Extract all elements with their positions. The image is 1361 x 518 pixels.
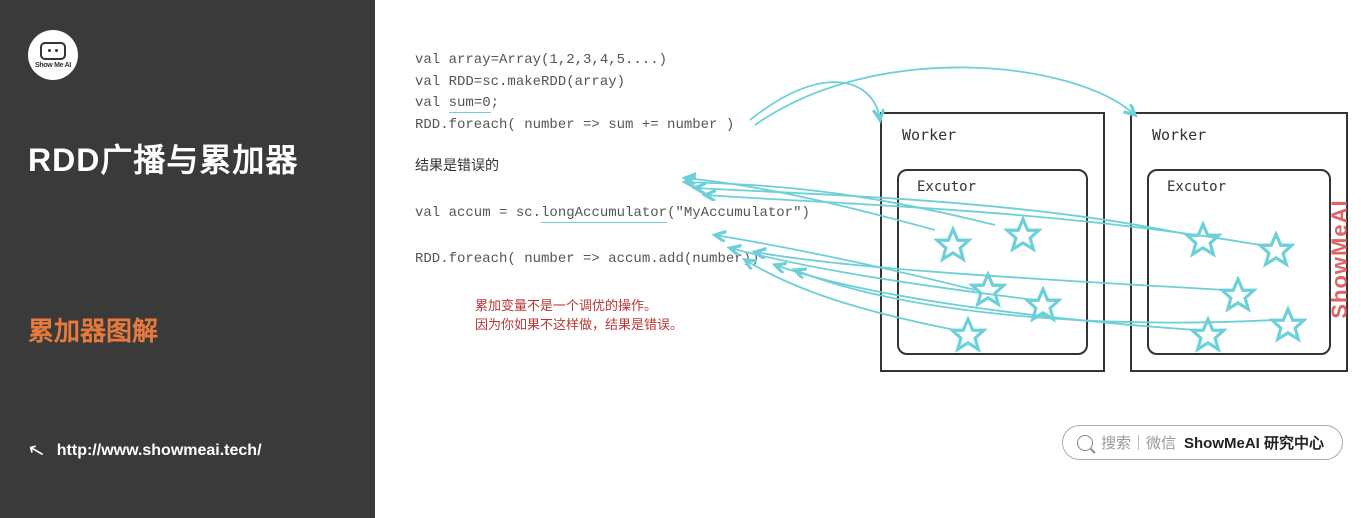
search-gray-text: 搜索｜微信: [1101, 432, 1176, 453]
executor-label-1: Excutor: [917, 179, 976, 195]
slide-title: RDD广播与累加器: [28, 135, 347, 181]
star-icon: [1024, 286, 1062, 324]
main-diagram: val array=Array(1,2,3,4,5....) val RDD=s…: [375, 0, 1361, 518]
worker-label-1: Worker: [902, 126, 956, 144]
star-icon: [1219, 276, 1257, 314]
search-pill[interactable]: 搜索｜微信 ShowMeAI 研究中心: [1062, 425, 1343, 460]
worker-box-1: Worker Excutor: [880, 112, 1105, 372]
star-icon: [969, 271, 1007, 309]
cursor-icon: ↖: [25, 436, 48, 464]
star-icon: [1004, 216, 1042, 254]
logo-text: Show Me AI: [35, 62, 71, 69]
star-icon: [934, 226, 972, 264]
search-icon: [1077, 435, 1093, 451]
star-icon: [1269, 306, 1307, 344]
executor-label-2: Excutor: [1167, 179, 1226, 195]
logo: Show Me AI: [28, 30, 78, 80]
star-icon: [949, 316, 987, 354]
url-text: http://www.showmeai.tech/: [57, 442, 262, 460]
url-row: ↖ http://www.showmeai.tech/: [28, 438, 347, 463]
search-bold-text: ShowMeAI 研究中心: [1184, 432, 1324, 453]
star-icon: [1184, 221, 1222, 259]
logo-face-icon: [40, 42, 66, 60]
worker-box-2: Worker Excutor: [1130, 112, 1348, 372]
worker-label-2: Worker: [1152, 126, 1206, 144]
executor-box-2: Excutor: [1147, 169, 1331, 355]
watermark: ShowMeAI: [1327, 199, 1353, 318]
slide-subtitle: 累加器图解: [28, 311, 347, 348]
sidebar: Show Me AI RDD广播与累加器 累加器图解 ↖ http://www.…: [0, 0, 375, 518]
star-icon: [1189, 316, 1227, 354]
star-icon: [1257, 231, 1295, 269]
executor-box-1: Excutor: [897, 169, 1088, 355]
